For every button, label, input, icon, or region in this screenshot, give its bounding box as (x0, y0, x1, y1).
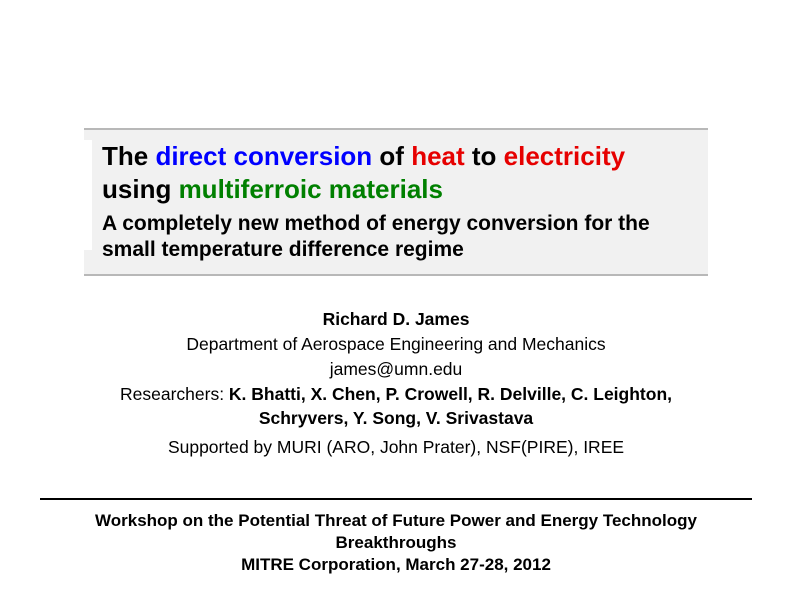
title-direct-conversion: direct conversion (155, 141, 372, 171)
title-text-3: to (465, 141, 504, 171)
author-department: Department of Aerospace Engineering and … (60, 333, 732, 357)
researchers-label: Researchers: (120, 384, 229, 404)
footer: Workshop on the Potential Threat of Futu… (40, 498, 752, 576)
author-name: Richard D. James (60, 308, 732, 332)
title-heat: heat (411, 141, 464, 171)
slide: The direct conversion of heat to electri… (0, 0, 792, 612)
researchers: Researchers: K. Bhatti, X. Chen, P. Crow… (60, 383, 732, 430)
footer-line2: MITRE Corporation, March 27-28, 2012 (241, 555, 551, 574)
title-block: The direct conversion of heat to electri… (84, 128, 708, 276)
title-electricity: electricity (504, 141, 625, 171)
title-text-1: The (102, 141, 155, 171)
support-line: Supported by MURI (ARO, John Prater), NS… (60, 436, 732, 460)
title-text-2: of (372, 141, 411, 171)
title-text-4: using (102, 174, 179, 204)
author-email: james@umn.edu (60, 358, 732, 382)
footer-line1: Workshop on the Potential Threat of Futu… (95, 511, 697, 552)
researchers-names-line1: K. Bhatti, X. Chen, P. Crowell, R. Delvi… (229, 384, 672, 404)
title-multiferroic: multiferroic materials (179, 174, 443, 204)
researchers-names-line2: Schryvers, Y. Song, V. Srivastava (259, 408, 533, 428)
subtitle: A completely new method of energy conver… (102, 211, 694, 262)
title-main: The direct conversion of heat to electri… (102, 140, 694, 205)
title-accent-bar (84, 140, 92, 250)
